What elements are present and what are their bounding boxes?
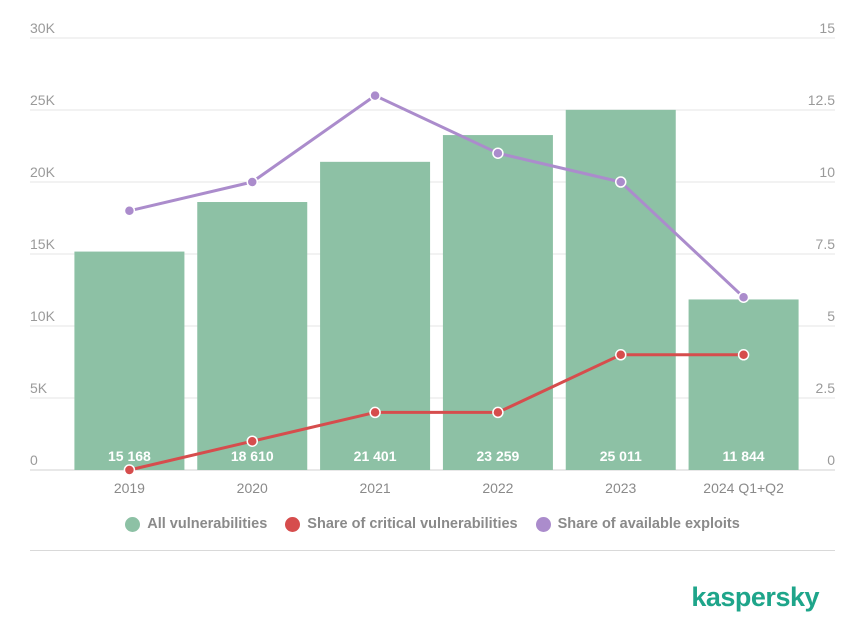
bar-data-label: 23 259 <box>477 448 520 464</box>
bar-data-label: 11 844 <box>723 448 765 464</box>
series-point <box>123 464 136 476</box>
legend-label: Share of critical vulnerabilities <box>307 516 518 532</box>
kaspersky-logo: kaspersky <box>691 582 819 612</box>
bar-data-label: 21 401 <box>354 448 397 464</box>
legend-label: All vulnerabilities <box>147 516 268 532</box>
left-tick-label: 30K <box>30 20 56 36</box>
bar <box>442 135 553 470</box>
bar-series: 15 168 18 610 21 401 23 259 25 011 11 844 <box>74 109 799 471</box>
footer-divider <box>30 550 835 551</box>
x-tick-label: 2023 <box>605 480 636 496</box>
right-tick-label: 2.5 <box>816 380 836 396</box>
left-tick-label: 15K <box>30 236 56 252</box>
left-tick-label: 25K <box>30 92 56 108</box>
right-tick-label: 10 <box>819 164 835 180</box>
legend-item-all-vulnerabilities[interactable]: All vulnerabilities <box>125 516 267 532</box>
series-point <box>737 349 750 361</box>
series-point <box>246 435 258 447</box>
left-tick-label: 20K <box>30 164 56 180</box>
combo-chart: 15 168 18 610 21 401 23 259 25 011 11 844 0 5K… <box>30 20 835 496</box>
series-point <box>615 349 627 361</box>
bar <box>688 299 799 470</box>
x-tick-label: 2019 <box>114 480 145 496</box>
legend-item-exploits-share[interactable]: Share of available exploits <box>535 516 740 532</box>
bar <box>565 109 676 470</box>
series-point <box>123 205 136 217</box>
bar <box>74 251 185 470</box>
right-tick-label: 5 <box>827 308 835 324</box>
right-tick-label: 12.5 <box>808 92 835 108</box>
left-tick-label: 10K <box>30 308 56 324</box>
series-point <box>246 176 258 188</box>
line-series <box>123 89 750 476</box>
legend: All vulnerabilities Share of critical vu… <box>0 516 865 532</box>
legend-label: Share of available exploits <box>557 516 740 532</box>
right-tick-label: 7.5 <box>816 236 836 252</box>
bar-data-label: 18 610 <box>231 448 274 464</box>
series-line <box>129 353 744 472</box>
series-point <box>369 406 381 419</box>
axis-ticks: 0 5K 10K 15K 20K 25K 30K 0 2.5 5 7.5 10 12.5 15 2019 20… <box>30 20 835 496</box>
series-point <box>737 291 750 303</box>
series-point <box>492 406 504 419</box>
legend-swatch-exploits <box>535 516 551 532</box>
legend-item-critical-share[interactable]: Share of critical vulnerabilities <box>285 516 518 532</box>
x-tick-label: 2021 <box>360 480 391 496</box>
series-point <box>615 176 627 188</box>
right-tick-label: 0 <box>827 452 835 468</box>
series-point <box>492 147 504 159</box>
x-tick-label: 2020 <box>237 480 268 496</box>
left-tick-label: 0 <box>30 452 38 468</box>
bar-data-label: 25 011 <box>600 448 642 464</box>
legend-swatch-critical <box>285 516 301 532</box>
series-point <box>369 89 381 102</box>
bar-data-label: 15 168 <box>108 448 151 464</box>
left-tick-label: 5K <box>30 380 48 396</box>
bar <box>320 161 431 470</box>
x-tick-label: 2022 <box>482 480 513 496</box>
right-tick-label: 15 <box>819 20 835 36</box>
series-line <box>129 94 745 299</box>
x-tick-label: 2024 Q1+Q2 <box>703 480 784 496</box>
bar <box>197 202 308 471</box>
legend-swatch-bar <box>125 516 141 532</box>
